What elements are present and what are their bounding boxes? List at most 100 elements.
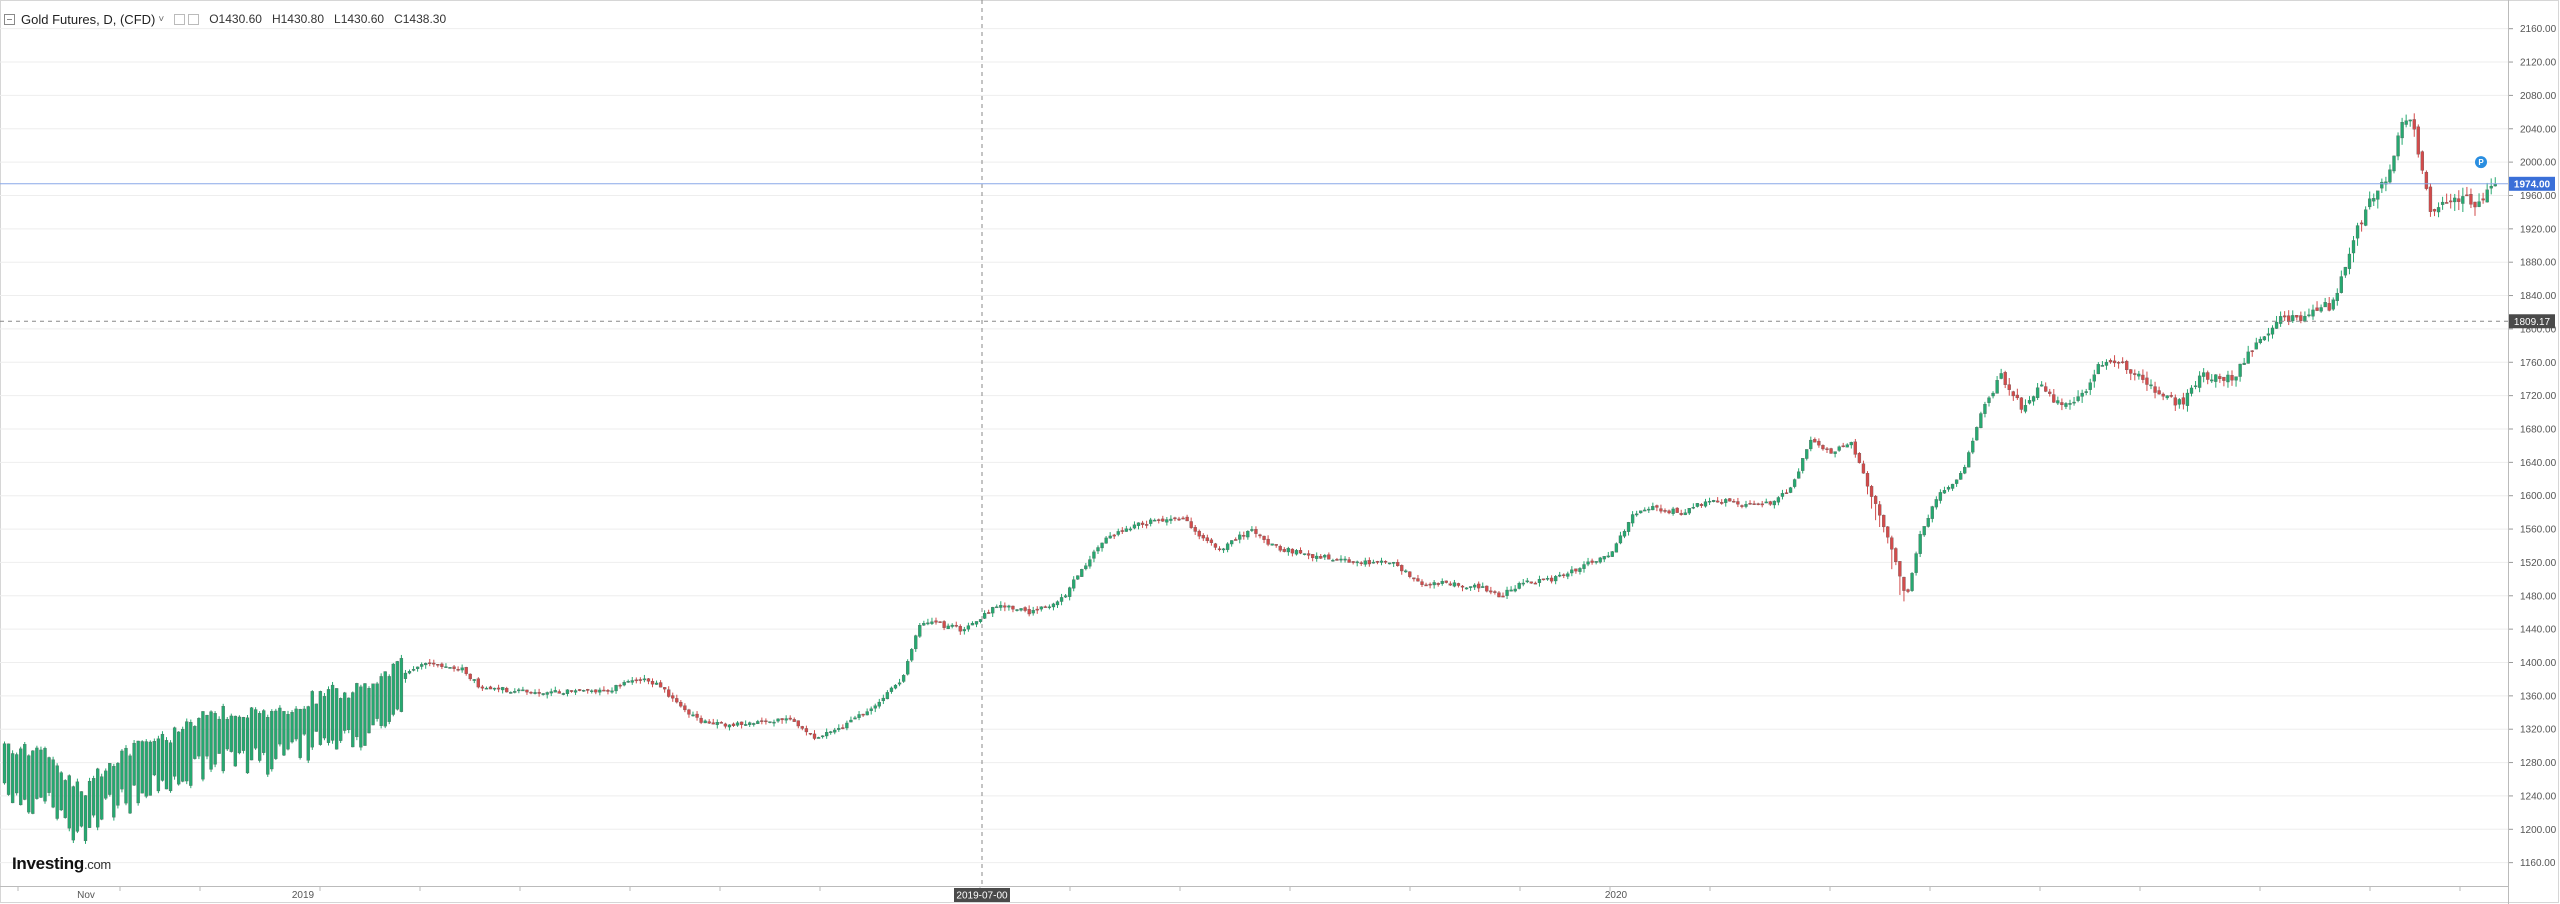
y-tick-label: 1200.00 <box>2520 825 2557 836</box>
candle-body <box>622 682 626 686</box>
candle-body <box>1768 501 1772 505</box>
candle <box>1383 560 1388 564</box>
candle <box>630 676 634 685</box>
candle <box>63 779 67 819</box>
candle-body <box>1355 561 1359 564</box>
candle-body <box>500 687 505 691</box>
candle <box>950 623 954 629</box>
candle <box>1464 587 1469 590</box>
y-tick-label: 1320.00 <box>2520 725 2557 736</box>
candle-body <box>1987 397 1991 403</box>
candle <box>1890 535 1894 570</box>
candle <box>2007 378 2011 396</box>
collapse-icon[interactable] <box>4 13 15 25</box>
chevron-down-icon[interactable]: ˅ <box>158 13 165 25</box>
candle-body <box>1797 471 1801 479</box>
candle-body <box>1051 603 1056 608</box>
candle-body <box>1869 486 1874 497</box>
candle-body <box>1995 380 1999 394</box>
candle <box>2408 119 2412 127</box>
candle <box>586 688 590 694</box>
candle <box>2461 187 2465 213</box>
candle-body <box>1736 501 1740 505</box>
candle-body <box>914 635 918 650</box>
candle <box>47 756 51 796</box>
candle <box>1711 499 1716 503</box>
candle-body <box>1161 518 1165 522</box>
candle-body <box>1817 440 1821 446</box>
candle <box>31 750 35 815</box>
candle-body <box>294 708 298 740</box>
candle-body <box>1533 582 1538 585</box>
candle-body <box>2242 362 2246 365</box>
ohlc-high: H1430.80 <box>271 12 324 26</box>
candle <box>1209 537 1214 546</box>
candle <box>1088 555 1092 569</box>
candle-body <box>1902 576 1906 591</box>
candle-body <box>865 711 869 716</box>
candle <box>2323 297 2327 308</box>
candle <box>112 763 116 821</box>
candle-body <box>1594 561 1598 563</box>
candle <box>991 606 995 618</box>
candle <box>553 686 557 693</box>
candle <box>286 710 290 751</box>
candle <box>96 767 100 831</box>
candle <box>144 739 148 799</box>
candle-body <box>176 731 181 785</box>
candle-body <box>10 753 15 804</box>
candle <box>1687 508 1691 515</box>
candle-body <box>2027 400 2032 404</box>
candle <box>225 717 229 751</box>
candle <box>808 732 813 736</box>
candle <box>1294 548 1299 556</box>
candle-body <box>2392 155 2396 172</box>
candle <box>2035 383 2040 401</box>
candle-body <box>1169 518 1173 521</box>
chart-title[interactable]: Gold Futures, D, (CFD) <box>21 11 156 27</box>
candle-body <box>820 735 825 738</box>
candle-body <box>2331 299 2335 310</box>
candle-body <box>1375 561 1380 563</box>
candle <box>2428 183 2433 217</box>
candle-body <box>1930 506 1934 519</box>
candle-body <box>1254 529 1258 534</box>
candle-body <box>51 759 55 808</box>
candle-body <box>2035 387 2040 398</box>
candle-body <box>970 622 975 626</box>
candle <box>1375 560 1380 565</box>
candle-body <box>75 781 80 832</box>
candle <box>1448 581 1452 586</box>
candle <box>1347 557 1351 563</box>
candle <box>1072 576 1076 592</box>
candle <box>1408 571 1412 579</box>
time-axis[interactable]: Nov 2019 2020 2019-07-00 <box>0 886 2508 902</box>
candle <box>1942 486 1947 494</box>
candle <box>310 690 314 750</box>
candle <box>424 662 428 669</box>
candle <box>1092 549 1096 563</box>
candle <box>541 693 545 696</box>
candle-body <box>27 755 31 813</box>
candle-body <box>675 698 679 703</box>
candle-body <box>1991 392 1995 397</box>
close-icon[interactable] <box>188 13 200 25</box>
candle <box>1055 600 1060 608</box>
candle-body <box>156 738 161 792</box>
candle <box>861 713 865 717</box>
settings-icon[interactable] <box>174 13 186 25</box>
candle-body <box>1039 606 1043 610</box>
price-axis[interactable]: 1160.00 1200.00 1240.00 1280.00 1320.00 1360.… <box>2508 0 2557 904</box>
candle <box>419 662 424 670</box>
y-tick-label: 1880.00 <box>2520 258 2557 269</box>
candle <box>1100 542 1104 552</box>
candle <box>1286 546 1290 556</box>
candle-body <box>496 687 501 690</box>
candle <box>816 736 821 739</box>
candle-body <box>343 692 347 731</box>
candle <box>2076 390 2080 403</box>
ohlc-readout: O1430.60 H1430.80 L1430.60 C1438.30 <box>209 12 446 26</box>
candle-body <box>2258 338 2263 344</box>
candle-body <box>2335 292 2339 302</box>
